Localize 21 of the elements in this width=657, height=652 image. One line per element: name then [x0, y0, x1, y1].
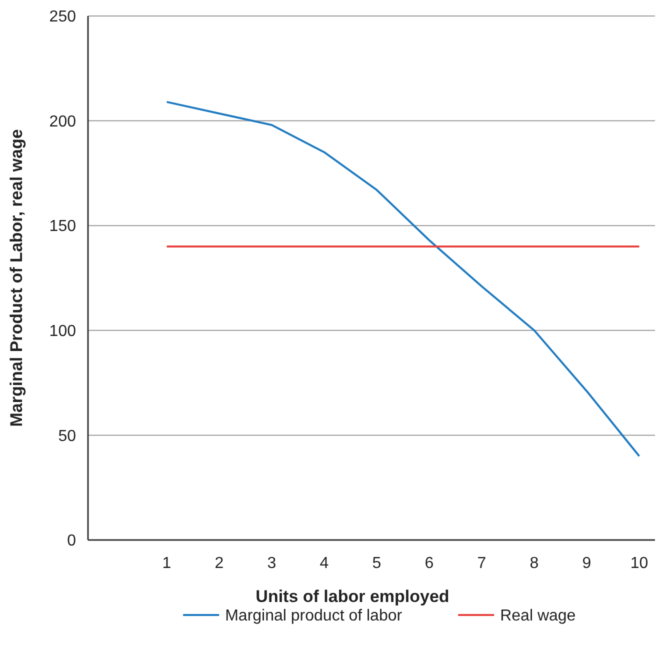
x-tick-label: 2 — [214, 555, 224, 572]
x-tick-label: 3 — [267, 555, 276, 572]
x-tick-label: 7 — [477, 555, 486, 572]
y-tick-label: 150 — [49, 218, 76, 236]
x-tick-label: 5 — [372, 555, 382, 572]
x-axis-title: Units of labor employed — [256, 587, 450, 606]
y-tick-label: 50 — [58, 428, 76, 445]
x-tick-label: 10 — [630, 555, 648, 572]
y-tick-label: 200 — [49, 113, 76, 130]
x-tick-label: 8 — [530, 555, 539, 572]
x-tick-label: 6 — [424, 555, 434, 572]
y-tick-label: 0 — [67, 532, 76, 550]
legend-label: Real wage — [500, 608, 576, 625]
x-tick-label: 4 — [320, 555, 329, 572]
x-tick-label: 1 — [162, 555, 172, 572]
y-tick-label: 100 — [49, 323, 76, 340]
y-axis-title: Marginal Product of Labor, real wage — [7, 129, 26, 427]
x-tick-label: 9 — [582, 555, 592, 572]
y-tick-label: 250 — [49, 8, 76, 26]
line-series — [166, 100, 640, 458]
legend-label: Marginal product of labor — [225, 608, 403, 625]
